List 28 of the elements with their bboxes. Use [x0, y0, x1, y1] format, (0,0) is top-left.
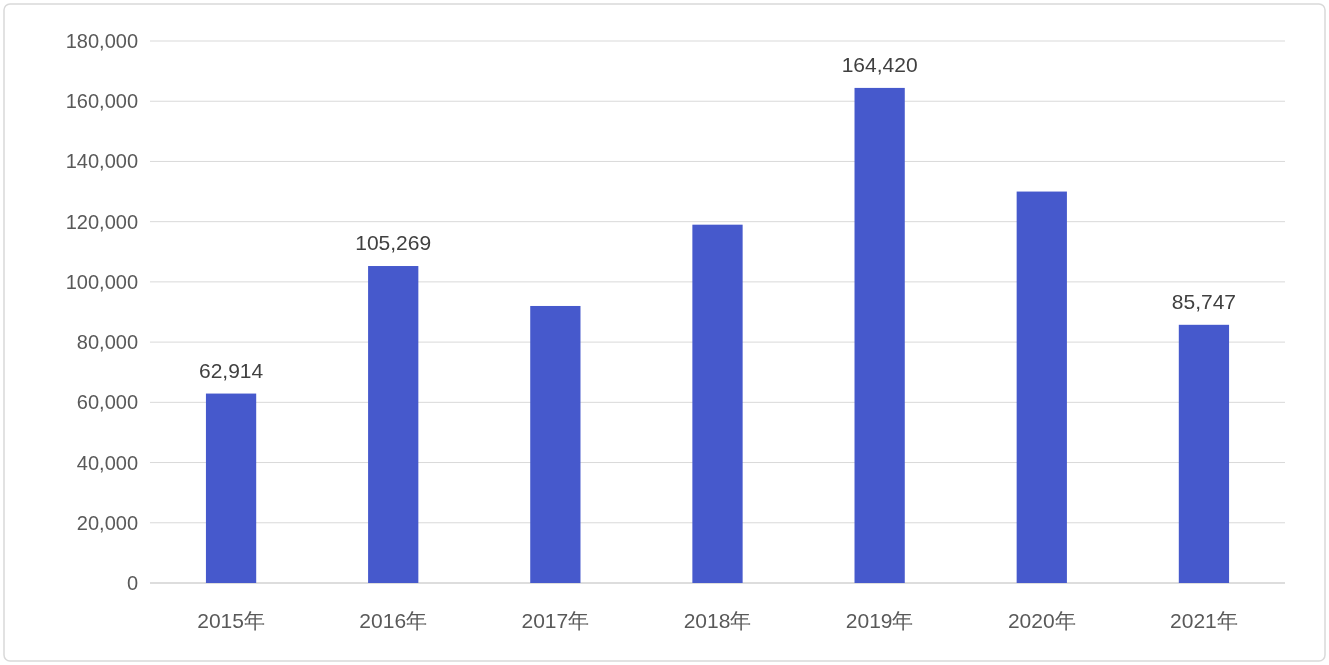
- data-label: 105,269: [355, 231, 432, 255]
- x-tick-label: 2018年: [683, 609, 752, 632]
- data-label: 164,420: [841, 52, 918, 76]
- y-tick-label: 160,000: [65, 90, 138, 113]
- y-tick-label: 140,000: [65, 150, 138, 173]
- x-tick-label: 2016年: [359, 609, 428, 632]
- bar: [854, 87, 905, 583]
- data-label: 62,914: [198, 358, 264, 382]
- data-label: 85,747: [1171, 289, 1237, 313]
- bar: [205, 393, 257, 583]
- bar: [368, 266, 419, 583]
- y-tick-label: 120,000: [65, 210, 138, 233]
- y-tick-label: 0: [126, 572, 138, 594]
- x-tick-label: 2019年: [845, 609, 914, 632]
- y-tick-label: 100,000: [65, 270, 138, 293]
- bar: [1178, 324, 1230, 583]
- x-tick-label: 2020年: [1007, 609, 1076, 632]
- bar: [530, 305, 581, 583]
- y-tick-label: 20,000: [76, 511, 138, 534]
- y-tick-label: 40,000: [76, 451, 138, 474]
- y-tick-label: 180,000: [65, 30, 138, 52]
- x-tick-label: 2017年: [521, 609, 590, 632]
- bar: [692, 224, 743, 583]
- x-tick-label: 2015年: [197, 609, 265, 632]
- bar: [1016, 191, 1067, 583]
- y-tick-label: 80,000: [76, 331, 138, 354]
- y-tick-label: 60,000: [76, 391, 138, 414]
- x-tick-label: 2021年: [1170, 609, 1238, 632]
